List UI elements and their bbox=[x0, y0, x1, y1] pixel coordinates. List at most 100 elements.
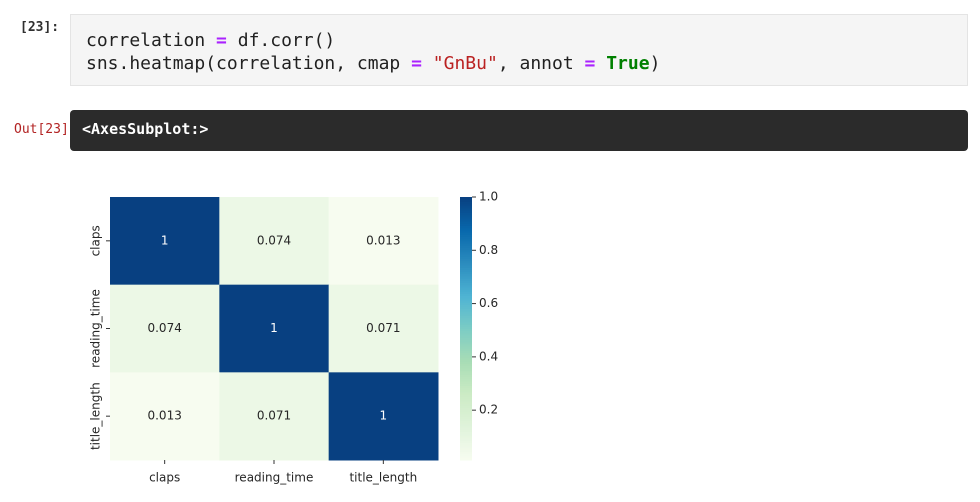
colorbar-segment bbox=[460, 308, 472, 312]
colorbar-segment bbox=[460, 306, 472, 310]
colorbar-segment bbox=[460, 227, 472, 231]
colorbar-segment bbox=[460, 374, 472, 378]
colorbar-segment bbox=[460, 337, 472, 340]
colorbar-segment bbox=[460, 383, 472, 386]
colorbar-segment bbox=[460, 324, 472, 327]
x-tick-label: reading_time bbox=[235, 471, 314, 485]
colorbar-segment bbox=[460, 378, 472, 382]
colorbar-segment bbox=[460, 313, 472, 316]
colorbar-segment bbox=[460, 394, 472, 397]
code-token: sns.heatmap(correlation, cmap bbox=[86, 53, 412, 74]
colorbar-segment bbox=[460, 269, 472, 273]
heatmap-cell bbox=[328, 197, 439, 286]
colorbar-segment bbox=[460, 216, 472, 220]
cell-annotation: 0.071 bbox=[366, 321, 400, 335]
colorbar-segment bbox=[460, 451, 472, 454]
colorbar-segment bbox=[460, 370, 472, 373]
colorbar-segment bbox=[460, 422, 472, 426]
colorbar-segment bbox=[460, 407, 472, 411]
code-token: True bbox=[606, 53, 650, 74]
colorbar-segment bbox=[460, 350, 472, 354]
colorbar-segment bbox=[460, 253, 472, 257]
colorbar-segment bbox=[460, 284, 472, 288]
colorbar-segment bbox=[460, 416, 472, 419]
cell-annotation: 0.013 bbox=[366, 233, 400, 247]
output-prompt: Out[23]: bbox=[14, 122, 77, 137]
colorbar-segment bbox=[460, 453, 472, 457]
colorbar-segment bbox=[460, 398, 472, 402]
colorbar-segment bbox=[460, 256, 472, 259]
colorbar-segment bbox=[460, 341, 472, 345]
colorbar-segment bbox=[460, 387, 472, 391]
heatmap-cell bbox=[110, 372, 220, 461]
colorbar-segment bbox=[460, 413, 472, 417]
colorbar-segment bbox=[460, 444, 472, 448]
colorbar-segment bbox=[460, 354, 472, 358]
colorbar-segment bbox=[460, 243, 472, 246]
colorbar-segment bbox=[460, 330, 472, 334]
colorbar-segment bbox=[460, 427, 472, 430]
colorbar-segment bbox=[460, 440, 472, 443]
cell-annotation: 0.074 bbox=[147, 321, 181, 335]
colorbar-segment bbox=[460, 335, 472, 338]
colorbar-segment bbox=[460, 207, 472, 211]
colorbar-segment bbox=[460, 271, 472, 275]
colorbar-segment bbox=[460, 411, 472, 415]
colorbar-segment bbox=[460, 238, 472, 242]
colorbar-segment bbox=[460, 214, 472, 218]
colorbar-segment bbox=[460, 367, 472, 371]
x-tick-label: claps bbox=[149, 471, 180, 485]
colorbar-segment bbox=[460, 389, 472, 393]
colorbar-segment bbox=[460, 433, 472, 437]
cell-annotation: 1 bbox=[270, 321, 278, 335]
colorbar-segment bbox=[460, 310, 472, 314]
cell-annotation: 0.013 bbox=[147, 409, 181, 423]
colorbar-segment bbox=[460, 260, 472, 264]
heatmap-cell bbox=[328, 284, 439, 373]
colorbar-tick-label: 0.6 bbox=[479, 296, 498, 310]
colorbar-segment bbox=[460, 258, 472, 262]
colorbar-tick-label: 0.2 bbox=[479, 403, 498, 417]
colorbar-segment bbox=[460, 275, 472, 279]
colorbar-segment bbox=[460, 221, 472, 224]
colorbar-tick-label: 0.4 bbox=[479, 349, 498, 363]
colorbar-segment bbox=[460, 315, 472, 319]
output-text: <AxesSubplot:> bbox=[70, 110, 968, 151]
colorbar-segment bbox=[460, 289, 472, 292]
heatmap-cell bbox=[328, 372, 439, 461]
colorbar-segment bbox=[460, 212, 472, 216]
colorbar-segment bbox=[460, 300, 472, 303]
code-cell[interactable]: correlation = df.corr() sns.heatmap(corre… bbox=[70, 14, 968, 86]
input-prompt: [23]: bbox=[20, 20, 60, 35]
colorbar-segment bbox=[460, 293, 472, 297]
colorbar-segment bbox=[460, 356, 472, 360]
colorbar-segment bbox=[460, 317, 472, 321]
y-tick-label: reading_time bbox=[89, 289, 103, 368]
colorbar-segment bbox=[460, 223, 472, 226]
code-token: ) bbox=[649, 53, 661, 74]
colorbar-segment bbox=[460, 348, 472, 351]
colorbar-segment bbox=[460, 363, 472, 367]
code-token: = bbox=[411, 53, 422, 74]
colorbar-segment bbox=[460, 361, 472, 365]
colorbar-segment bbox=[460, 381, 472, 384]
colorbar-segment bbox=[460, 232, 472, 235]
colorbar-segment bbox=[460, 197, 472, 200]
colorbar-segment bbox=[460, 282, 472, 286]
colorbar-segment bbox=[460, 205, 472, 209]
colorbar-segment bbox=[460, 240, 472, 244]
colorbar-segment bbox=[460, 365, 472, 369]
colorbar-segment bbox=[460, 376, 472, 380]
colorbar-segment bbox=[460, 392, 472, 395]
colorbar-segment bbox=[460, 429, 472, 433]
colorbar-segment bbox=[460, 332, 472, 336]
colorbar-segment bbox=[460, 455, 472, 459]
colorbar-segment bbox=[460, 385, 472, 389]
colorbar-segment bbox=[460, 280, 472, 283]
y-tick-label: claps bbox=[89, 225, 103, 256]
colorbar-segment bbox=[460, 302, 472, 305]
code-token: = bbox=[584, 53, 596, 74]
cell-annotation: 1 bbox=[380, 409, 388, 423]
colorbar-segment bbox=[460, 304, 472, 308]
colorbar-segment bbox=[460, 201, 472, 205]
